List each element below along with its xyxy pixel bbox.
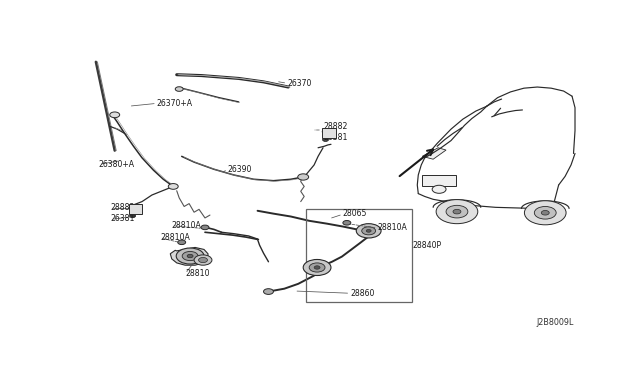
Text: 26381: 26381: [111, 214, 135, 223]
Text: 28810A: 28810A: [378, 223, 407, 232]
Circle shape: [436, 200, 478, 224]
Circle shape: [323, 138, 328, 141]
Text: 26370: 26370: [287, 79, 312, 88]
Bar: [321, 128, 337, 138]
Circle shape: [110, 112, 120, 118]
Circle shape: [194, 255, 212, 265]
Text: J2B8009L: J2B8009L: [536, 318, 573, 327]
Text: 28882: 28882: [323, 122, 348, 131]
Circle shape: [129, 214, 136, 218]
Circle shape: [168, 183, 178, 189]
Polygon shape: [422, 148, 446, 159]
Text: 26390: 26390: [228, 165, 252, 174]
Circle shape: [366, 230, 371, 232]
Text: 28810: 28810: [185, 269, 210, 278]
Circle shape: [303, 260, 331, 276]
Circle shape: [309, 263, 325, 272]
Circle shape: [362, 227, 376, 235]
Circle shape: [176, 248, 204, 264]
Bar: [422, 175, 456, 186]
Circle shape: [201, 225, 209, 230]
Text: 28065: 28065: [343, 209, 367, 218]
Circle shape: [187, 254, 193, 258]
Circle shape: [541, 211, 549, 215]
Text: 26381: 26381: [323, 133, 348, 142]
Text: 26370+A: 26370+A: [157, 99, 193, 108]
Bar: [306, 209, 412, 302]
Circle shape: [432, 185, 446, 193]
Text: 28810A: 28810A: [172, 221, 202, 230]
Circle shape: [314, 266, 320, 269]
Circle shape: [446, 205, 468, 218]
Circle shape: [175, 87, 183, 92]
Text: 28810A: 28810A: [161, 232, 190, 242]
Text: 28882: 28882: [111, 203, 135, 212]
Bar: [129, 204, 143, 214]
Circle shape: [453, 209, 461, 214]
Circle shape: [178, 240, 186, 244]
Text: 28840P: 28840P: [412, 241, 442, 250]
Text: 26380+A: 26380+A: [99, 160, 135, 169]
Polygon shape: [170, 247, 208, 265]
Circle shape: [264, 289, 273, 294]
Circle shape: [198, 257, 207, 263]
Circle shape: [534, 206, 556, 219]
Circle shape: [343, 221, 351, 225]
Circle shape: [298, 174, 308, 180]
Circle shape: [182, 251, 198, 261]
Circle shape: [356, 224, 381, 238]
Circle shape: [524, 201, 566, 225]
Text: 28860: 28860: [350, 289, 374, 298]
